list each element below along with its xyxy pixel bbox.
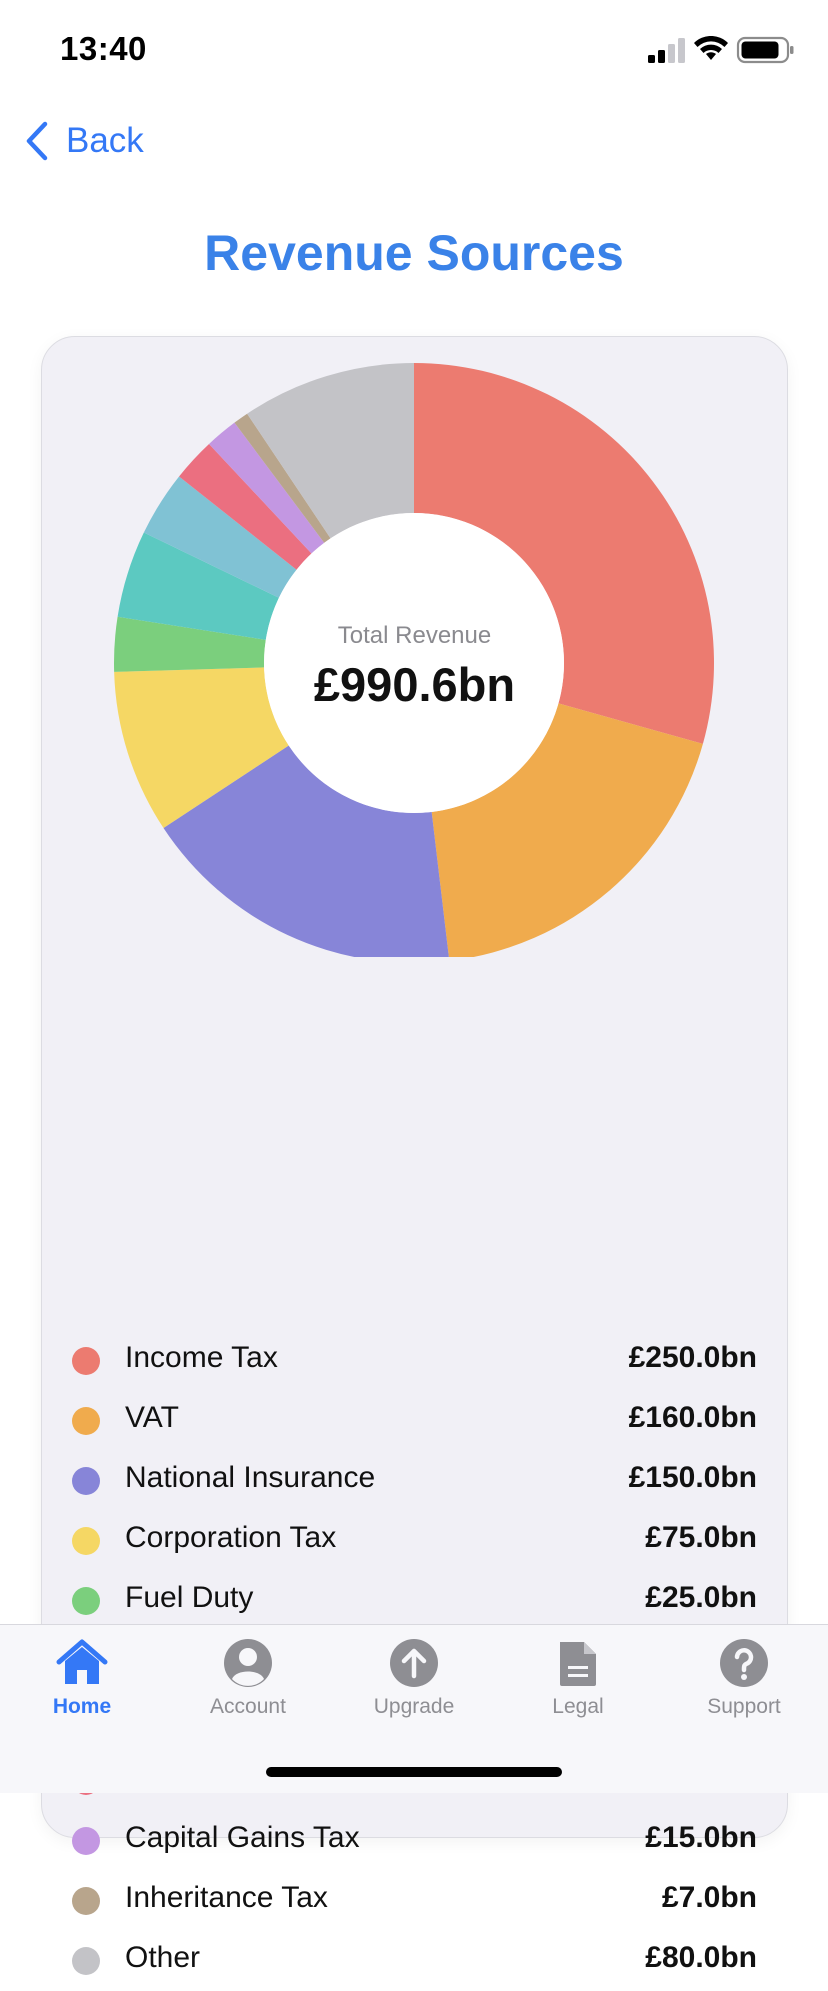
pie-slice-business-rates <box>143 476 297 598</box>
legend-value: £250.0bn <box>628 1341 757 1374</box>
legend-value: £15.0bn <box>645 1821 757 1854</box>
legend-label: Income Tax <box>125 1341 278 1374</box>
tab-support-label: Support <box>707 1695 781 1718</box>
legend-color-dot <box>72 1347 100 1375</box>
question-circle-icon <box>720 1639 768 1687</box>
tab-home[interactable]: Home <box>2 1637 162 1737</box>
legend-row: Capital Gains Tax £15.0bn <box>42 1811 787 1871</box>
tab-legal[interactable]: Legal <box>498 1637 658 1737</box>
legend-label: Fuel Duty <box>125 1581 254 1614</box>
tab-home-label: Home <box>52 1695 112 1718</box>
back-button[interactable]: Back <box>24 116 144 166</box>
legend-color-dot <box>72 1947 100 1975</box>
legend-label: VAT <box>125 1401 179 1434</box>
tab-account-label: Account <box>210 1695 286 1718</box>
status-bar: 13:40 <box>0 0 828 100</box>
donut-chart <box>114 363 714 957</box>
signal-icon <box>648 38 685 63</box>
home-icon <box>56 1639 108 1684</box>
pie-slice-inheritance-tax <box>234 413 331 543</box>
legend-row: Corporation Tax £75.0bn <box>42 1511 787 1571</box>
pie-slice-council-tax <box>117 532 279 640</box>
legend-label: Other <box>125 1941 201 1974</box>
tab-legal-label: Legal <box>552 1695 604 1718</box>
legend-row: Inheritance Tax £7.0bn <box>42 1871 787 1931</box>
legend-row: VAT £160.0bn <box>42 1391 787 1451</box>
pie-slice-income-tax <box>414 363 714 744</box>
chevron-left-icon <box>26 121 48 161</box>
legend-row: Fuel Duty £25.0bn <box>42 1571 787 1631</box>
pie-slice-other <box>247 363 414 539</box>
tab-account[interactable]: Account <box>168 1637 328 1737</box>
legend-color-dot <box>72 1527 100 1555</box>
legend-row: Other £80.0bn <box>42 1931 787 1991</box>
legend-value: £150.0bn <box>628 1461 757 1494</box>
legend-label: Capital Gains Tax <box>125 1821 360 1854</box>
page-title: Revenue Sources <box>204 225 624 281</box>
pie-slice-alcohol-tobacco-duties <box>179 443 312 570</box>
legend-label: Corporation Tax <box>125 1521 337 1554</box>
legend-color-dot <box>72 1467 100 1495</box>
pie-slice-vat <box>431 703 703 957</box>
legend-value: £160.0bn <box>628 1401 757 1434</box>
battery-icon <box>736 36 794 64</box>
total-revenue-caption: Total Revenue <box>337 622 492 649</box>
tab-support[interactable]: Support <box>664 1637 824 1737</box>
legend-color-dot <box>72 1827 100 1855</box>
legend-color-dot <box>72 1887 100 1915</box>
legend-value: £25.0bn <box>645 1581 757 1614</box>
tab-upgrade-label: Upgrade <box>373 1695 455 1718</box>
legend-row: Income Tax £250.0bn <box>42 1331 787 1391</box>
legend-label: National Insurance <box>125 1461 376 1494</box>
document-icon <box>560 1642 596 1686</box>
legend-value: £7.0bn <box>661 1881 757 1914</box>
legend-color-dot <box>72 1407 100 1435</box>
legend-value: £80.0bn <box>645 1941 757 1974</box>
legend-label: Inheritance Tax <box>125 1881 328 1914</box>
legend-row: National Insurance £150.0bn <box>42 1451 787 1511</box>
pie-slice-national-insurance <box>163 745 449 957</box>
pie-slice-fuel-duty <box>114 616 266 672</box>
legend-color-dot <box>72 1587 100 1615</box>
back-label: Back <box>66 121 144 160</box>
arrow-up-circle-icon <box>390 1639 438 1687</box>
status-icons <box>626 35 796 64</box>
revenue-card: Total Revenue £990.6bn Income Tax £250.0b… <box>41 336 788 1975</box>
pie-slice-corporation-tax <box>114 667 289 829</box>
wifi-icon <box>694 35 728 60</box>
donut-hole <box>264 513 564 813</box>
home-indicator <box>266 1767 562 1777</box>
total-revenue-value: £990.6bn <box>313 658 516 711</box>
pie-slice-capital-gains-tax <box>209 422 325 554</box>
legend-value: £75.0bn <box>645 1521 757 1554</box>
tab-upgrade[interactable]: Upgrade <box>334 1637 494 1737</box>
tab-bar: Home Account Upgrade Legal Support <box>0 1624 828 1793</box>
person-icon <box>224 1639 272 1687</box>
status-time: 13:40 <box>60 30 147 67</box>
